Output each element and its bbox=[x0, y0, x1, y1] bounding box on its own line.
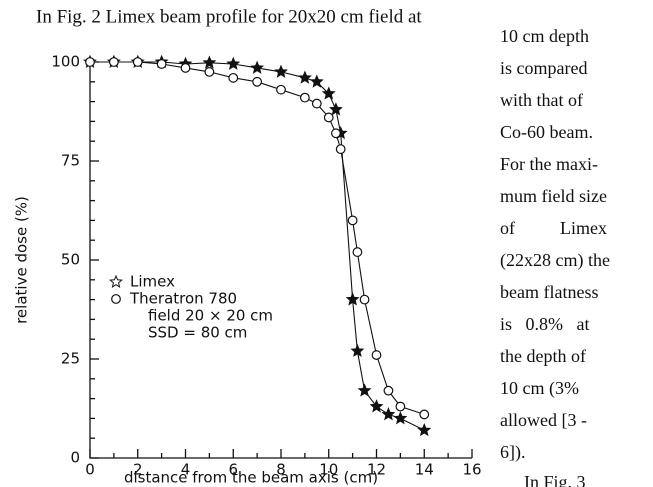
data-point bbox=[204, 66, 215, 77]
legend-label: Limex bbox=[130, 273, 175, 291]
y-tick-label: 75 bbox=[61, 152, 80, 170]
data-point bbox=[383, 385, 394, 396]
column-line: is compared bbox=[500, 58, 587, 78]
column-line: allowed [3 - bbox=[500, 410, 587, 430]
data-point bbox=[299, 92, 310, 103]
y-tick-label: 25 bbox=[61, 350, 80, 368]
data-point bbox=[108, 57, 119, 67]
x-tick-label: 2 bbox=[133, 461, 143, 479]
data-point bbox=[347, 215, 358, 226]
data-point bbox=[369, 399, 384, 413]
data-point bbox=[274, 64, 288, 78]
column-line: mum field size bbox=[500, 186, 607, 206]
legend-marker bbox=[111, 294, 121, 304]
x-tick-label: 16 bbox=[462, 461, 481, 479]
column-line: 6]). bbox=[500, 442, 526, 463]
column-line: is 0.8% at bbox=[500, 314, 590, 334]
column-line: 10 cm (3% bbox=[500, 378, 579, 399]
x-axis-label: distance from the beam axis (cm) bbox=[124, 469, 378, 487]
column-line: the depth of bbox=[500, 346, 586, 366]
x-tick-label: 14 bbox=[415, 461, 434, 479]
data-point bbox=[395, 401, 406, 412]
data-point bbox=[345, 292, 360, 306]
data-point bbox=[228, 72, 239, 83]
x-tick-label: 4 bbox=[181, 461, 191, 479]
column-line: (22x28 cm) the bbox=[500, 250, 610, 271]
data-point bbox=[352, 247, 363, 257]
column-line: beam flatness bbox=[500, 282, 598, 302]
data-point bbox=[132, 57, 143, 67]
data-point bbox=[331, 128, 341, 139]
data-point bbox=[202, 55, 217, 69]
data-point bbox=[250, 60, 265, 74]
y-axis-label: relative dose (%) bbox=[13, 196, 31, 324]
column-line: of Limex bbox=[500, 218, 607, 238]
heading: In Fig. 2 Limex beam profile for 20x20 c… bbox=[36, 6, 422, 27]
data-point bbox=[328, 102, 343, 116]
x-tick-label: 0 bbox=[85, 461, 95, 479]
legend-marker bbox=[109, 274, 123, 288]
data-point bbox=[226, 56, 241, 70]
data-point bbox=[252, 76, 263, 87]
column-line: with that of bbox=[500, 90, 583, 110]
data-point bbox=[357, 383, 372, 397]
continuation: In Fig. 3 bbox=[524, 472, 586, 487]
axes bbox=[89, 62, 472, 459]
legend-label: Theratron 780 bbox=[129, 290, 237, 308]
data-point bbox=[297, 70, 312, 84]
data-point bbox=[311, 98, 322, 109]
data-point bbox=[417, 422, 432, 437]
data-point bbox=[381, 407, 396, 421]
legend-note: SSD = 80 cm bbox=[148, 324, 247, 342]
data-point bbox=[393, 411, 408, 425]
x-tick-label: 12 bbox=[367, 461, 386, 479]
data-point bbox=[359, 294, 370, 305]
y-tick-label: 50 bbox=[61, 251, 80, 269]
x-tick-label: 10 bbox=[319, 461, 338, 479]
x-tick-label: 6 bbox=[228, 461, 238, 479]
data-point bbox=[180, 63, 191, 73]
series-line bbox=[90, 61, 425, 415]
data-point bbox=[350, 343, 365, 357]
y-tick-label: 100 bbox=[51, 53, 80, 71]
legend-note: field 20 × 20 cm bbox=[148, 307, 273, 325]
data-point bbox=[323, 112, 334, 123]
y-tick-label: 0 bbox=[70, 449, 80, 467]
data-point bbox=[276, 84, 286, 95]
data-point bbox=[309, 74, 324, 88]
data-point bbox=[156, 59, 167, 69]
data-point bbox=[419, 409, 430, 420]
data-point bbox=[85, 57, 95, 67]
data-point bbox=[321, 86, 336, 100]
column-line: 10 cm depth bbox=[500, 26, 589, 46]
data-point bbox=[371, 350, 382, 360]
column-line: For the maxi- bbox=[500, 154, 598, 174]
x-tick-label: 8 bbox=[276, 461, 286, 479]
data-point bbox=[335, 144, 346, 155]
series-line bbox=[90, 61, 425, 431]
column-line: Co-60 beam. bbox=[500, 122, 593, 142]
